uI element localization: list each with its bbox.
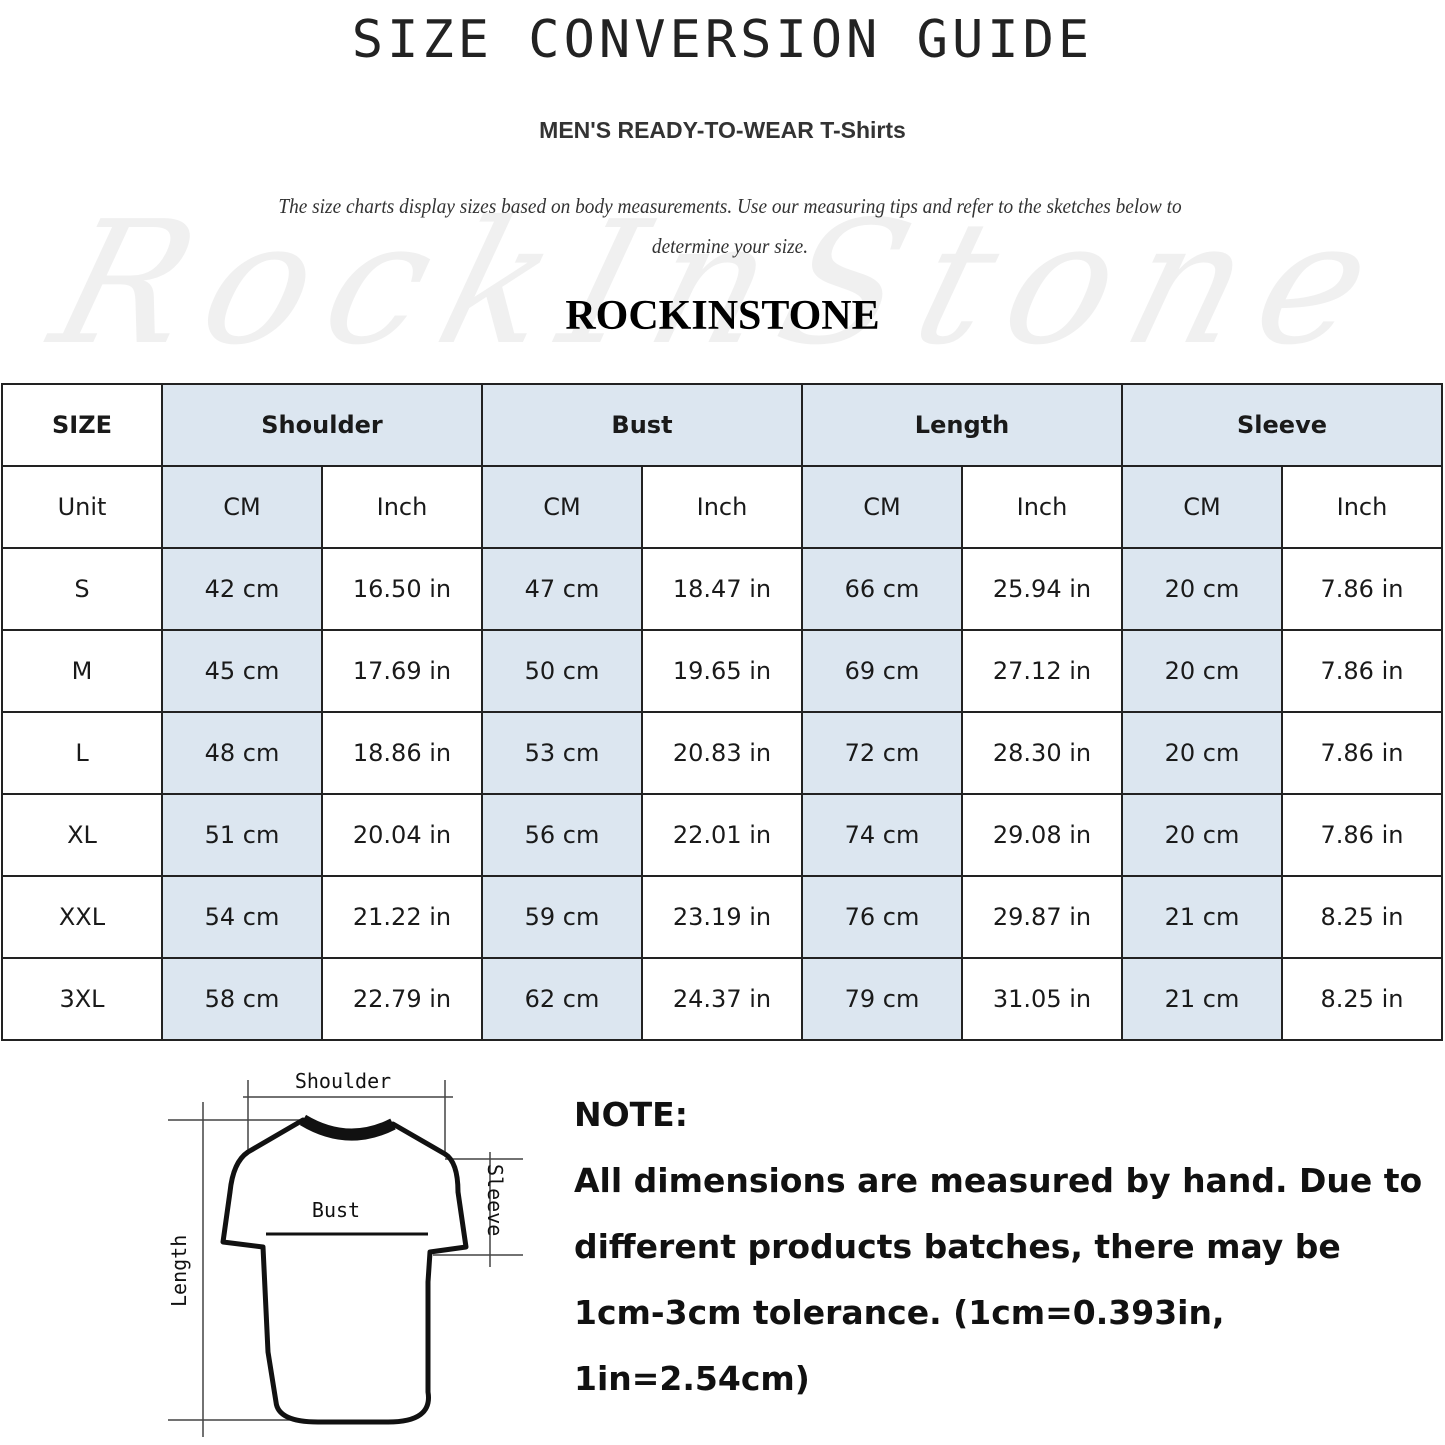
size-cell: S [1, 547, 163, 631]
unit-cell: CM [1121, 465, 1283, 549]
measure-lines [168, 1080, 523, 1437]
value-cell: 42 cm [161, 547, 323, 631]
value-cell: 20 cm [1121, 547, 1283, 631]
value-cell: 76 cm [801, 875, 963, 959]
table-row: 3XL 58 cm 22.79 in 62 cm 24.37 in 79 cm 31.05 … [1, 957, 1443, 1041]
value-cell: 58 cm [161, 957, 323, 1041]
value-cell: 21 cm [1121, 957, 1283, 1041]
value-cell: 69 cm [801, 629, 963, 713]
value-cell: 45 cm [161, 629, 323, 713]
unit-row: Unit CM Inch CM Inch CM Inch CM Inch [1, 465, 1443, 549]
value-cell: 56 cm [481, 793, 643, 877]
size-cell: L [1, 711, 163, 795]
value-cell: 51 cm [161, 793, 323, 877]
value-cell: 18.47 in [641, 547, 803, 631]
sleeve-label: Sleeve [483, 1164, 507, 1236]
value-cell: 72 cm [801, 711, 963, 795]
value-cell: 7.86 in [1281, 793, 1443, 877]
bust-label: Bust [312, 1198, 360, 1222]
value-cell: 29.08 in [961, 793, 1123, 877]
value-cell: 8.25 in [1281, 957, 1443, 1041]
value-cell: 20 cm [1121, 629, 1283, 713]
table-row: M 45 cm 17.69 in 50 cm 19.65 in 69 cm 27.12 in… [1, 629, 1443, 713]
value-cell: 20 cm [1121, 793, 1283, 877]
intro-text: The size charts display sizes based on b… [278, 194, 1182, 258]
size-cell: 3XL [1, 957, 163, 1041]
value-cell: 7.86 in [1281, 547, 1443, 631]
size-table: SIZE Shoulder Bust Length Sleeve Unit CM… [1, 383, 1443, 1041]
page-title: SIZE CONVERSION GUIDE [351, 10, 1094, 70]
size-header: SIZE [1, 383, 163, 467]
table-row: XL 51 cm 20.04 in 56 cm 22.01 in 74 cm 29.08 i… [1, 793, 1443, 877]
value-cell: 19.65 in [641, 629, 803, 713]
table-row: S 42 cm 16.50 in 47 cm 18.47 in 66 cm 25.94 in… [1, 547, 1443, 631]
value-cell: 7.86 in [1281, 629, 1443, 713]
value-cell: 66 cm [801, 547, 963, 631]
subtitle: MEN'S READY-TO-WEAR T-Shirts [539, 117, 906, 143]
value-cell: 24.37 in [641, 957, 803, 1041]
value-cell: 21.22 in [321, 875, 483, 959]
note: NOTE: All dimensions are measured by han… [574, 1082, 1434, 1412]
note-heading: NOTE: [574, 1095, 688, 1134]
unit-cell: Inch [321, 465, 483, 549]
note-line: All dimensions are measured by hand. Due… [574, 1161, 1423, 1200]
note-line: 1cm-3cm tolerance. (1cm=0.393in, 1in=2.5… [574, 1293, 1225, 1398]
group-bust: Bust [481, 383, 803, 467]
group-length: Length [801, 383, 1123, 467]
value-cell: 54 cm [161, 875, 323, 959]
tshirt-sketch: Shoulder Bust Sleeve Length [167, 1069, 523, 1437]
shoulder-label: Shoulder [295, 1069, 391, 1093]
group-sleeve: Sleeve [1121, 383, 1443, 467]
unit-label: Unit [1, 465, 163, 549]
tshirt-outline [220, 1114, 469, 1425]
value-cell: 22.79 in [321, 957, 483, 1041]
value-cell: 62 cm [481, 957, 643, 1041]
value-cell: 22.01 in [641, 793, 803, 877]
value-cell: 53 cm [481, 711, 643, 795]
group-shoulder: Shoulder [161, 383, 483, 467]
unit-cell: Inch [1281, 465, 1443, 549]
size-cell: XL [1, 793, 163, 877]
value-cell: 48 cm [161, 711, 323, 795]
value-cell: 29.87 in [961, 875, 1123, 959]
value-cell: 25.94 in [961, 547, 1123, 631]
value-cell: 74 cm [801, 793, 963, 877]
value-cell: 47 cm [481, 547, 643, 631]
value-cell: 79 cm [801, 957, 963, 1041]
table-row: XXL 54 cm 21.22 in 59 cm 23.19 in 76 cm 29.87 … [1, 875, 1443, 959]
value-cell: 59 cm [481, 875, 643, 959]
length-label: Length [167, 1235, 191, 1307]
brand-name: ROCKINSTONE [565, 293, 880, 339]
value-cell: 7.86 in [1281, 711, 1443, 795]
value-cell: 17.69 in [321, 629, 483, 713]
header-row: SIZE Shoulder Bust Length Sleeve [1, 383, 1443, 467]
value-cell: 18.86 in [321, 711, 483, 795]
size-cell: M [1, 629, 163, 713]
value-cell: 20.04 in [321, 793, 483, 877]
unit-cell: Inch [961, 465, 1123, 549]
value-cell: 23.19 in [641, 875, 803, 959]
unit-cell: CM [161, 465, 323, 549]
size-cell: XXL [1, 875, 163, 959]
value-cell: 28.30 in [961, 711, 1123, 795]
note-line: different products batches, there may be [574, 1227, 1341, 1266]
unit-cell: CM [481, 465, 643, 549]
value-cell: 21 cm [1121, 875, 1283, 959]
value-cell: 20.83 in [641, 711, 803, 795]
value-cell: 31.05 in [961, 957, 1123, 1041]
value-cell: 16.50 in [321, 547, 483, 631]
value-cell: 50 cm [481, 629, 643, 713]
unit-cell: Inch [641, 465, 803, 549]
value-cell: 8.25 in [1281, 875, 1443, 959]
unit-cell: CM [801, 465, 963, 549]
value-cell: 20 cm [1121, 711, 1283, 795]
table-row: L 48 cm 18.86 in 53 cm 20.83 in 72 cm 28.30 in… [1, 711, 1443, 795]
value-cell: 27.12 in [961, 629, 1123, 713]
